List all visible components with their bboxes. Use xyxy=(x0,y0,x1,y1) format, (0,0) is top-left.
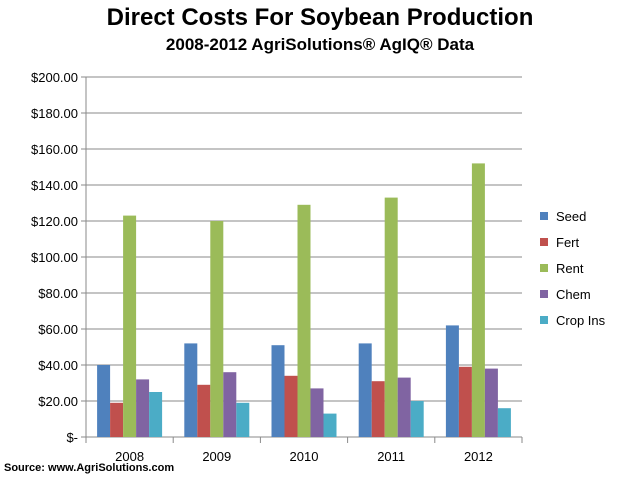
y-tick-label: $200.00 xyxy=(31,70,78,85)
y-tick-label: $120.00 xyxy=(31,214,78,229)
chart-title: Direct Costs For Soybean Production xyxy=(106,4,534,31)
bar-fert-2012 xyxy=(458,366,472,437)
y-tick-label: $80.00 xyxy=(38,286,78,301)
x-tick-label: 2010 xyxy=(290,449,319,464)
bar-crop-ins-2009 xyxy=(236,402,250,437)
y-tick-label: $180.00 xyxy=(31,106,78,121)
x-tick-label: 2011 xyxy=(377,449,405,464)
legend-swatch-seed xyxy=(540,212,548,220)
bar-fert-2008 xyxy=(110,402,124,437)
y-tick-label: $140.00 xyxy=(31,178,78,193)
bar-fert-2009 xyxy=(197,384,211,437)
y-tick-label: $40.00 xyxy=(38,358,78,373)
chart-subtitle: 2008-2012 AgriSolutions® AgIQ® Data xyxy=(165,35,475,54)
legend-swatch-chem xyxy=(540,290,548,298)
bar-seed-2008 xyxy=(97,365,111,437)
y-tick-label: $20.00 xyxy=(38,394,78,409)
bar-seed-2011 xyxy=(358,343,372,437)
source-note: Source: www.AgriSolutions.com xyxy=(4,462,175,474)
bar-chem-2009 xyxy=(223,372,237,437)
y-tick-label: $100.00 xyxy=(31,250,78,265)
bar-chem-2012 xyxy=(484,368,498,437)
legend-label-seed: Seed xyxy=(556,209,586,224)
legend-swatch-rent xyxy=(540,264,548,272)
bar-seed-2009 xyxy=(184,343,198,437)
bar-chem-2011 xyxy=(397,377,411,437)
bar-seed-2010 xyxy=(271,345,285,437)
bar-chem-2010 xyxy=(310,388,324,437)
x-tick-label: 2008 xyxy=(115,449,144,464)
bar-fert-2011 xyxy=(371,381,385,437)
legend-label-chem: Chem xyxy=(556,287,591,302)
bar-chem-2008 xyxy=(136,379,150,437)
bar-crop-ins-2010 xyxy=(323,413,337,437)
bar-crop-ins-2011 xyxy=(410,401,424,437)
bar-seed-2012 xyxy=(445,325,459,437)
bar-crop-ins-2008 xyxy=(149,392,163,437)
y-tick-label: $- xyxy=(66,430,78,445)
bar-rent-2010 xyxy=(297,204,311,437)
legend-label-crop-ins: Crop Ins xyxy=(556,313,606,328)
bar-rent-2012 xyxy=(471,163,485,437)
bar-rent-2008 xyxy=(123,215,137,437)
y-tick-label: $60.00 xyxy=(38,322,78,337)
bar-crop-ins-2012 xyxy=(497,408,511,437)
x-tick-label: 2009 xyxy=(202,449,231,464)
legend-swatch-fert xyxy=(540,238,548,246)
legend-label-fert: Fert xyxy=(556,235,580,250)
y-tick-label: $160.00 xyxy=(31,142,78,157)
legend-label-rent: Rent xyxy=(556,261,584,276)
bar-fert-2010 xyxy=(284,375,298,437)
legend-swatch-crop-ins xyxy=(540,316,548,324)
bar-rent-2011 xyxy=(384,197,398,437)
bar-rent-2009 xyxy=(210,221,224,437)
x-tick-label: 2012 xyxy=(464,449,493,464)
